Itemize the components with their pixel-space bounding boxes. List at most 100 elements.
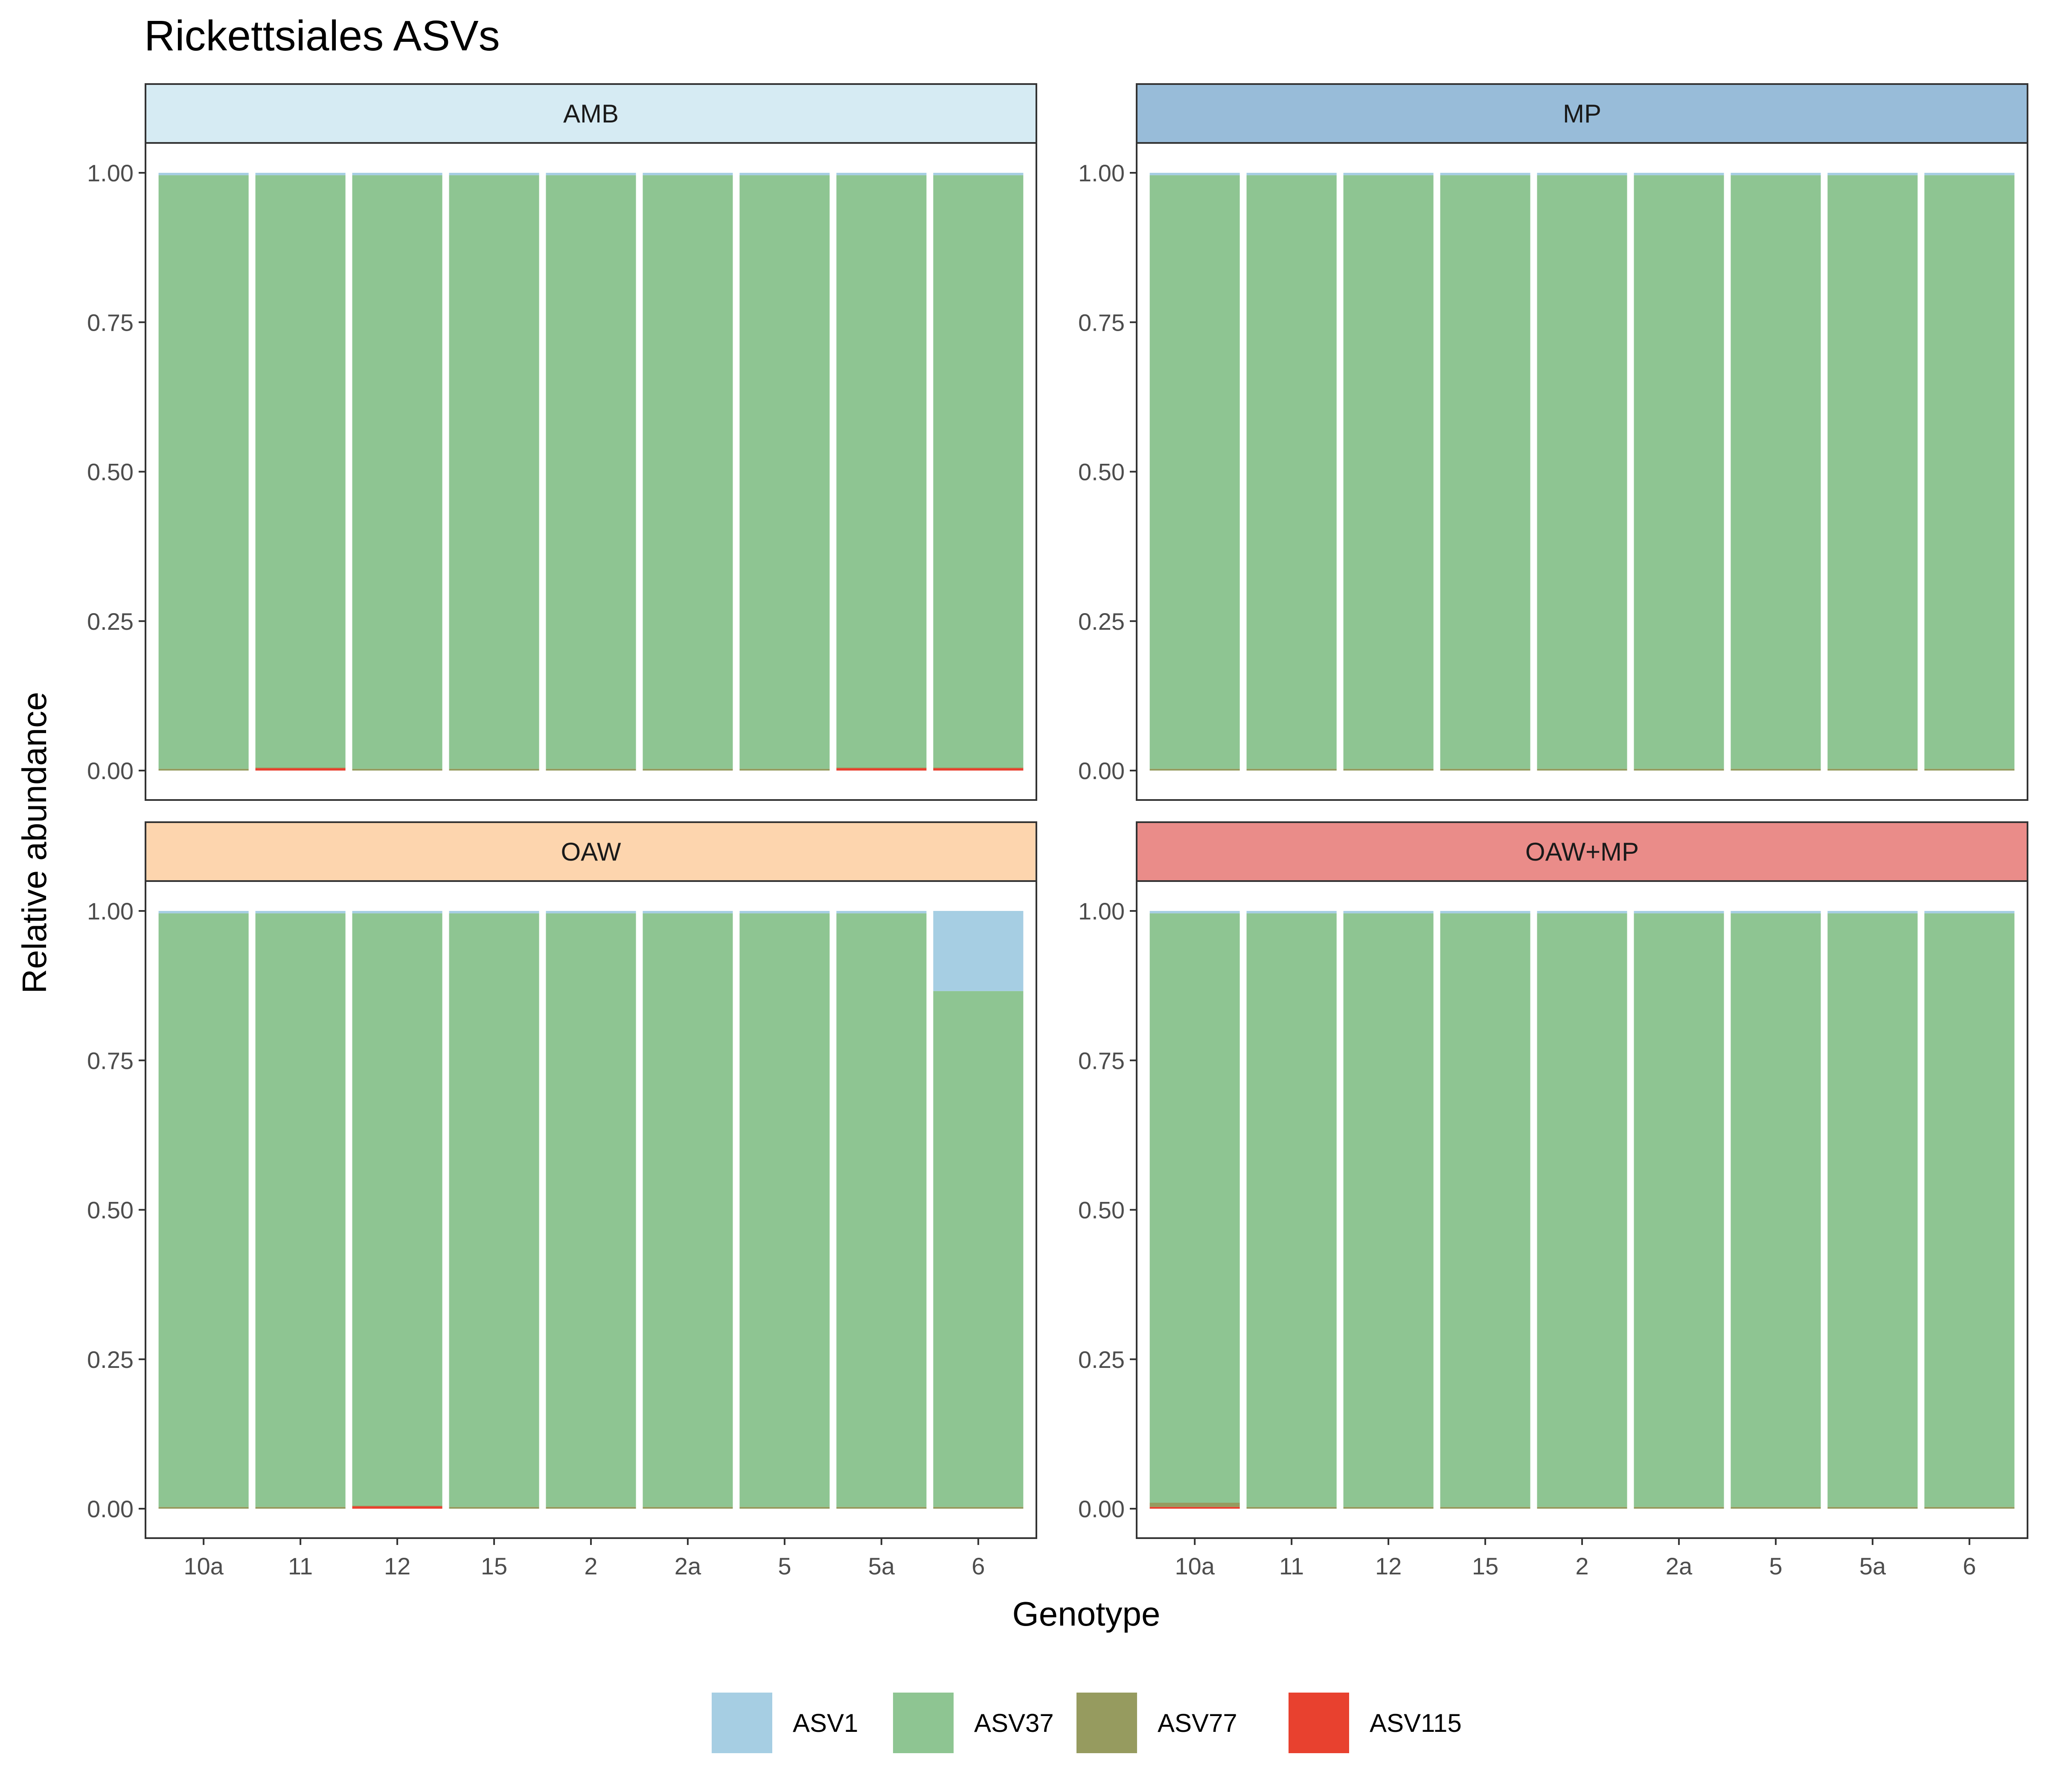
bar-segment-asv37-15 — [1440, 913, 1530, 1507]
bar-segment-asv37-10a — [1149, 175, 1240, 769]
bar-segment-asv1-10a — [1149, 911, 1240, 913]
bar-segment-asv37-10a — [158, 175, 249, 769]
x-tick-label-2: 2 — [1575, 1553, 1588, 1580]
bar-segment-asv37-6 — [933, 991, 1024, 1507]
x-tick-label-5: 5 — [1769, 1553, 1782, 1580]
bar-segment-asv1-11 — [1246, 173, 1337, 175]
y-tick-label: 0.75 — [1078, 309, 1125, 336]
bar-segment-asv1-2a — [1634, 911, 1724, 913]
bar-segment-asv1-12 — [1343, 911, 1434, 913]
legend-item-asv1: ASV1 — [712, 1693, 858, 1753]
x-tick-label-5a: 5a — [1859, 1553, 1886, 1580]
y-axis-title: Relative abundance — [15, 692, 53, 993]
facet-strip-label: AMB — [563, 99, 619, 128]
bar-segment-asv37-2 — [1537, 913, 1627, 1507]
bar-segment-asv115-11 — [255, 768, 346, 771]
x-tick-label-5: 5 — [778, 1553, 791, 1580]
bar-segment-asv1-11 — [255, 911, 346, 913]
bar-segment-asv77-15 — [1440, 1507, 1530, 1509]
bar-segment-asv1-6 — [933, 911, 1024, 991]
bar-segment-asv37-2 — [546, 913, 636, 1507]
x-tick-label-10a: 10a — [1175, 1553, 1215, 1580]
x-tick-label-6: 6 — [1963, 1553, 1976, 1580]
facet-strip — [145, 83, 1037, 144]
bar-segment-asv1-10a — [158, 911, 249, 913]
bar-segment-asv37-10a — [158, 913, 249, 1507]
bar-segment-asv1-6 — [1924, 173, 2015, 175]
bar-segment-asv37-12 — [1343, 175, 1434, 769]
bar-segment-asv1-11 — [1246, 911, 1337, 913]
x-tick-label-5a: 5a — [868, 1553, 895, 1580]
bar-segment-asv77-12 — [352, 768, 442, 771]
bar-segment-asv37-5 — [739, 175, 830, 769]
y-tick-label: 0.25 — [87, 608, 134, 635]
bar-segment-asv115-10a — [1149, 1507, 1240, 1509]
bar-segment-asv77-12 — [1343, 1507, 1434, 1509]
bar-segment-asv1-2 — [546, 173, 636, 175]
bar-segment-asv37-10a — [1149, 913, 1240, 1503]
bar-segment-asv1-5 — [1731, 173, 1821, 175]
bar-segment-asv1-2 — [546, 911, 636, 913]
bar-segment-asv37-11 — [255, 913, 346, 1507]
bar-segment-asv1-5 — [739, 173, 830, 175]
bar-segment-asv77-2a — [1634, 768, 1724, 771]
bar-segment-asv1-2 — [1537, 911, 1627, 913]
x-tick-label-12: 12 — [384, 1553, 410, 1580]
bar-segment-asv1-5 — [739, 911, 830, 913]
bar-segment-asv37-2a — [1634, 175, 1724, 769]
bar-segment-asv115-5a — [836, 768, 927, 771]
bar-segment-asv37-6 — [933, 175, 1024, 768]
bar-segment-asv77-11 — [1246, 1507, 1337, 1509]
bar-segment-asv1-15 — [1440, 173, 1530, 175]
legend: ASV1 ASV37 ASV77 ASV115 — [712, 1693, 1462, 1753]
bar-segment-asv77-15 — [449, 1507, 539, 1509]
bar-segment-asv1-5 — [1731, 911, 1821, 913]
bar-segment-asv77-2 — [546, 1507, 636, 1509]
y-tick-label: 0.25 — [1078, 1346, 1125, 1373]
legend-item-asv115: ASV115 — [1289, 1693, 1462, 1753]
bar-segment-asv77-6 — [1924, 768, 2015, 771]
y-tick-label: 0.25 — [1078, 608, 1125, 635]
facet-strip — [145, 821, 1037, 882]
bar-segment-asv1-10a — [1149, 173, 1240, 175]
bar-segment-asv1-5a — [1827, 911, 1918, 913]
bar-segment-asv77-2 — [546, 768, 636, 771]
facet-panel-oaw: OAW 0.00 0.25 0.50 0.75 1.00 10a 11 12 15 2 2a 5 5a 6 — [87, 821, 1037, 1580]
x-tick-label-11: 11 — [1279, 1553, 1304, 1580]
bar-segment-asv77-15 — [449, 768, 539, 771]
facet-strip — [1136, 83, 2028, 144]
y-tick-label: 1.00 — [1078, 898, 1125, 925]
legend-item-asv37: ASV37 — [893, 1693, 1054, 1753]
bar-segment-asv77-2 — [1537, 768, 1627, 771]
bar-segment-asv37-2 — [1537, 175, 1627, 769]
bar-segment-asv1-12 — [352, 911, 442, 913]
bar-segment-asv37-5a — [836, 913, 927, 1507]
bar-segment-asv37-5a — [1827, 913, 1918, 1507]
x-axis-title: Genotype — [1012, 1595, 1161, 1633]
legend-label: ASV37 — [974, 1709, 1054, 1737]
bar-segment-asv37-11 — [1246, 175, 1337, 769]
bar-segment-asv77-15 — [1440, 768, 1530, 771]
bar-segment-asv77-5 — [739, 1507, 830, 1509]
facets-layer: AMB 0.00 0.25 0.50 0.75 1.00 MP 0.00 0.25 0.50 0.7… — [87, 83, 2028, 1580]
facet-strip-label: OAW+MP — [1525, 838, 1639, 866]
bar-segment-asv77-2a — [1634, 1507, 1724, 1509]
bar-segment-asv77-2 — [1537, 1507, 1627, 1509]
bar-segment-asv37-15 — [449, 913, 539, 1507]
y-tick-label: 0.00 — [1078, 757, 1125, 784]
bar-segment-asv1-10a — [158, 173, 249, 175]
legend-label: ASV1 — [793, 1709, 858, 1737]
bar-segment-asv77-5a — [836, 1507, 927, 1509]
y-tick-label: 0.50 — [87, 1197, 134, 1224]
y-tick-label: 0.50 — [1078, 1197, 1125, 1224]
bar-segment-asv37-2a — [643, 913, 733, 1507]
bar-segment-asv1-12 — [1343, 173, 1434, 175]
bar-segment-asv37-12 — [352, 175, 442, 769]
bar-segment-asv77-10a — [158, 1507, 249, 1509]
legend-swatch-asv1 — [712, 1693, 772, 1753]
bar-segment-asv77-6 — [1924, 1507, 2015, 1509]
bar-segment-asv1-6 — [1924, 911, 2015, 913]
chart-title: Rickettsiales ASVs — [144, 12, 500, 60]
y-tick-label: 0.25 — [87, 1346, 134, 1373]
